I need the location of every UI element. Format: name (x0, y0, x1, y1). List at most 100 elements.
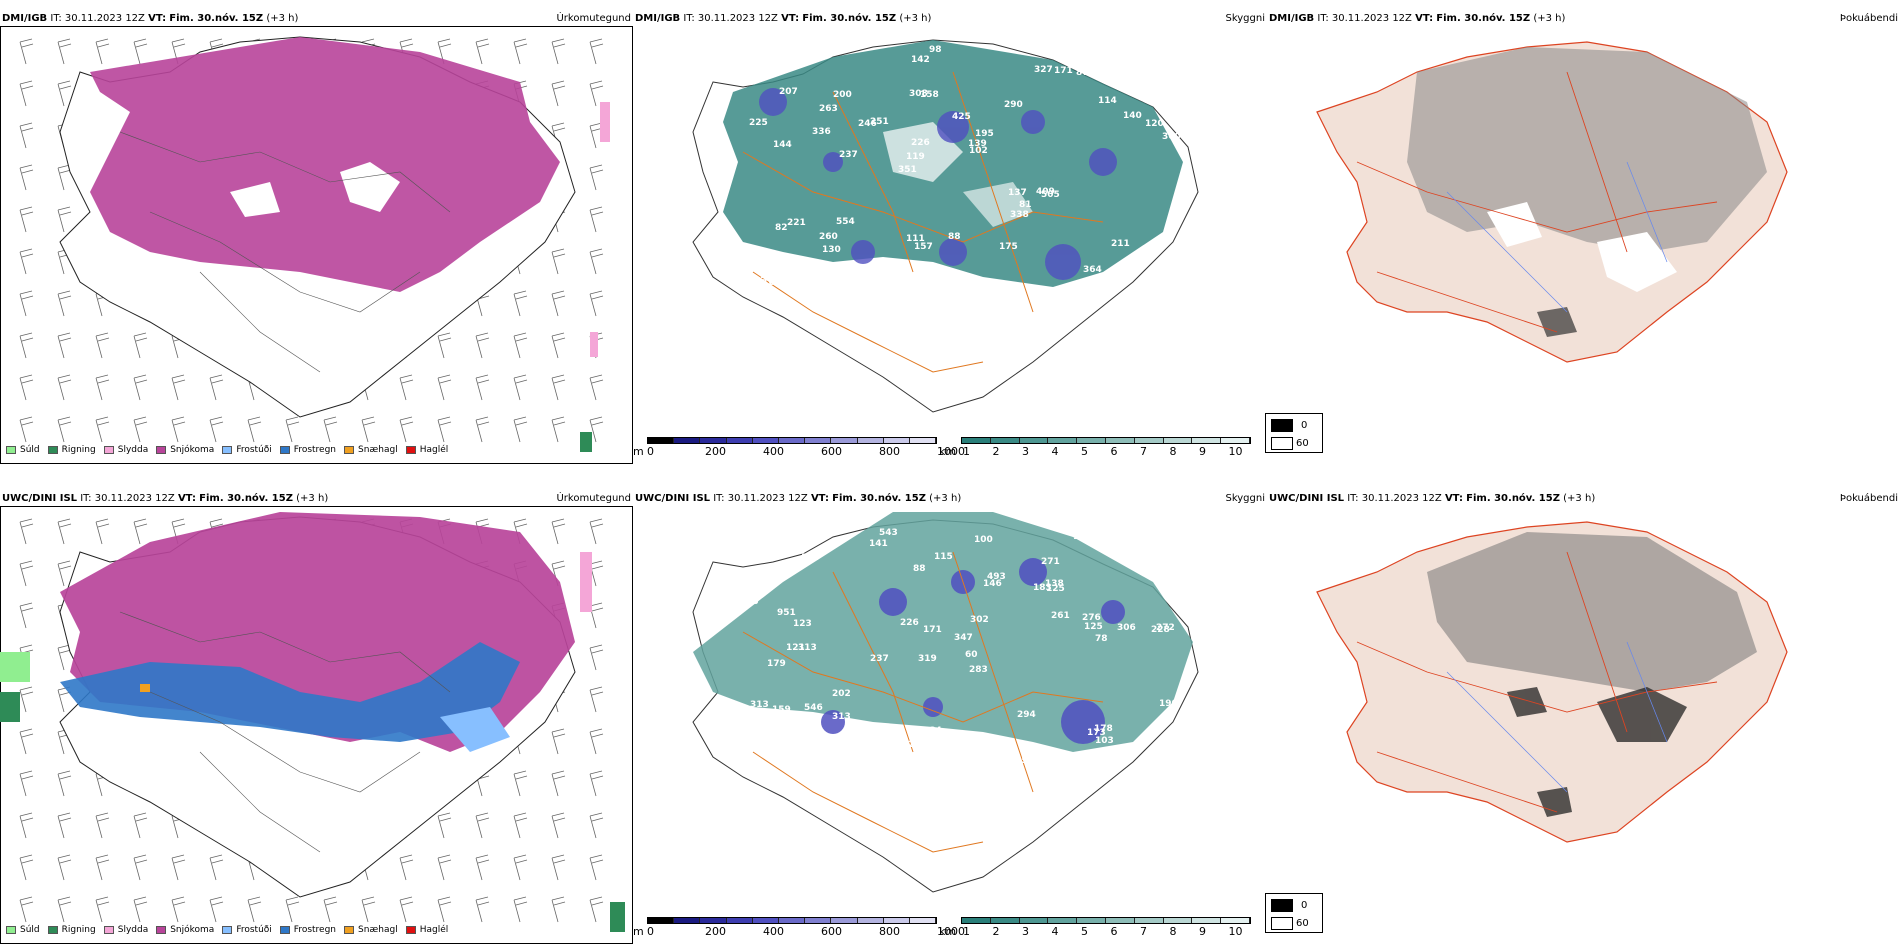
valid-label: VT: (810, 493, 829, 504)
elevation-label: 120 (1145, 119, 1164, 129)
wind-barb (19, 770, 34, 797)
legend-label: Súld (20, 445, 40, 455)
wind-barb (513, 374, 528, 401)
colorbar-tick-label: 600 (821, 445, 842, 458)
elevation-label: 546 (804, 703, 823, 713)
legend-label: Rigning (61, 445, 96, 455)
model-name: DMI/IGB (635, 13, 681, 24)
wind-barb (19, 728, 34, 755)
init-time: IT: 30.11.2023 12Z (1317, 13, 1412, 24)
wind-barb (589, 38, 604, 65)
wind-barb (133, 374, 148, 401)
wind-barb (551, 332, 566, 359)
elevation-label: 319 (918, 654, 937, 664)
elevation-label: 237 (839, 150, 858, 160)
fog-legend-swatch-1 (1271, 917, 1293, 930)
elevation-label: 142 (911, 55, 930, 65)
wind-barb (57, 770, 72, 797)
colorbar-tick-label: 5 (1081, 925, 1088, 938)
wind-barb (209, 854, 224, 881)
legend-item: Rigning (47, 445, 96, 455)
colorbar-cell (857, 918, 884, 923)
panel-visibility-dmi: DMI/IGB IT: 30.11.2023 12Z VT: Fim. 30.n… (633, 12, 1267, 464)
elevation-label: 276 (1082, 613, 1101, 623)
wind-barb (133, 896, 148, 923)
legend-item: Snjókoma (156, 925, 214, 935)
legend-label: Rigning (61, 925, 96, 935)
colorbar-tick-label: 400 (763, 445, 784, 458)
lead-time: (+3 h) (1533, 13, 1566, 24)
colorbar-cell (883, 438, 910, 443)
elevation-label: 202 (832, 689, 851, 699)
elevation-label: 313 (1123, 78, 1142, 88)
colorbar-cell (883, 918, 910, 923)
legend-item: Snjókoma (156, 445, 214, 455)
elevation-label: 131 (760, 271, 779, 281)
colorbar-tick-label: 400 (763, 925, 784, 938)
wind-barb (19, 38, 34, 65)
valid-label: VT: (148, 13, 167, 24)
panel-title: Úrkomutegund (556, 13, 631, 24)
init-time: IT: 30.11.2023 12Z (80, 493, 175, 504)
colorbar-tick-label: 6 (1110, 445, 1118, 458)
legend-item: Súld (6, 925, 40, 935)
legend-label: Frostregn (293, 925, 337, 935)
valid-time: Fim. 30.nóv. 15Z (169, 13, 264, 24)
wind-barb (589, 374, 604, 401)
colorbar-cell (962, 438, 991, 443)
legend-swatch (6, 926, 16, 934)
wind-barb (475, 38, 490, 65)
legend-label: Snæhagl (358, 445, 398, 455)
elevation-label: 178 (1094, 724, 1113, 734)
wind-barb (513, 290, 528, 317)
panel-ptype-dmi: DMI/IGB IT: 30.11.2023 12Z VT: Fim. 30.n… (0, 12, 633, 464)
panel-title: Skyggni (1225, 493, 1265, 504)
colorbar-tick-label: 3 (1022, 925, 1029, 938)
wind-barb (551, 812, 566, 839)
wind-barb (399, 416, 414, 443)
colorbar-tick-label: 9 (1199, 445, 1206, 458)
fog-legend-label-0: 0 (1301, 900, 1308, 911)
elevation-label: 951 (777, 608, 796, 618)
wind-barb (589, 416, 604, 443)
colorbar-tick-label: 0 (647, 925, 654, 938)
elevation-label: 338 (1010, 210, 1029, 220)
elevation-label: 271 (1041, 557, 1060, 567)
model-name: DMI/IGB (1269, 13, 1315, 24)
legend-item: Frostregn (279, 445, 336, 455)
fog-legend-label-1: 60 (1296, 918, 1309, 929)
elevation-label: 283 (969, 665, 988, 675)
elevation-label: 146 (983, 579, 1002, 589)
wind-barb (95, 854, 110, 881)
wind-barb (475, 416, 490, 443)
wind-barb (19, 332, 34, 359)
legend-item: Rigning (47, 925, 96, 935)
wind-barb (57, 812, 72, 839)
elevation-label: 119 (906, 152, 925, 162)
lead-time: (+3 h) (899, 13, 932, 24)
init-time: IT: 30.11.2023 12Z (683, 13, 778, 24)
wind-barb (551, 416, 566, 443)
ptype-legend: Súld Rigning Slydda Snjókoma Frostúði Fr… (6, 445, 448, 455)
valid-time: Fim. 30.nóv. 15Z (199, 493, 293, 504)
colorbar-cell (1048, 918, 1078, 923)
colorbar-tick-label: 10 (1228, 925, 1243, 938)
wind-barb (19, 374, 34, 401)
colorbar-tick-label: 800 (879, 925, 900, 938)
wind-barb (57, 416, 72, 443)
elevation-label: 237 (870, 654, 889, 664)
wind-barb (57, 896, 72, 923)
colorbar-cell (1192, 438, 1222, 443)
wind-barb (19, 80, 34, 107)
wind-barb (589, 812, 604, 839)
wind-barb (133, 812, 148, 839)
panel-title: Úrkomutegund (556, 493, 631, 504)
wind-barb (19, 602, 34, 629)
wind-barb (19, 290, 34, 317)
model-name: UWC/DINI ISL (635, 493, 711, 504)
wind-barb (361, 896, 376, 923)
legend-swatch (279, 926, 290, 934)
colorbar-tick-label: 1 (963, 925, 970, 938)
wind-barb (285, 896, 300, 923)
ptype-legend: Súld Rigning Slydda Snjókoma Frostúði Fr… (6, 925, 448, 935)
